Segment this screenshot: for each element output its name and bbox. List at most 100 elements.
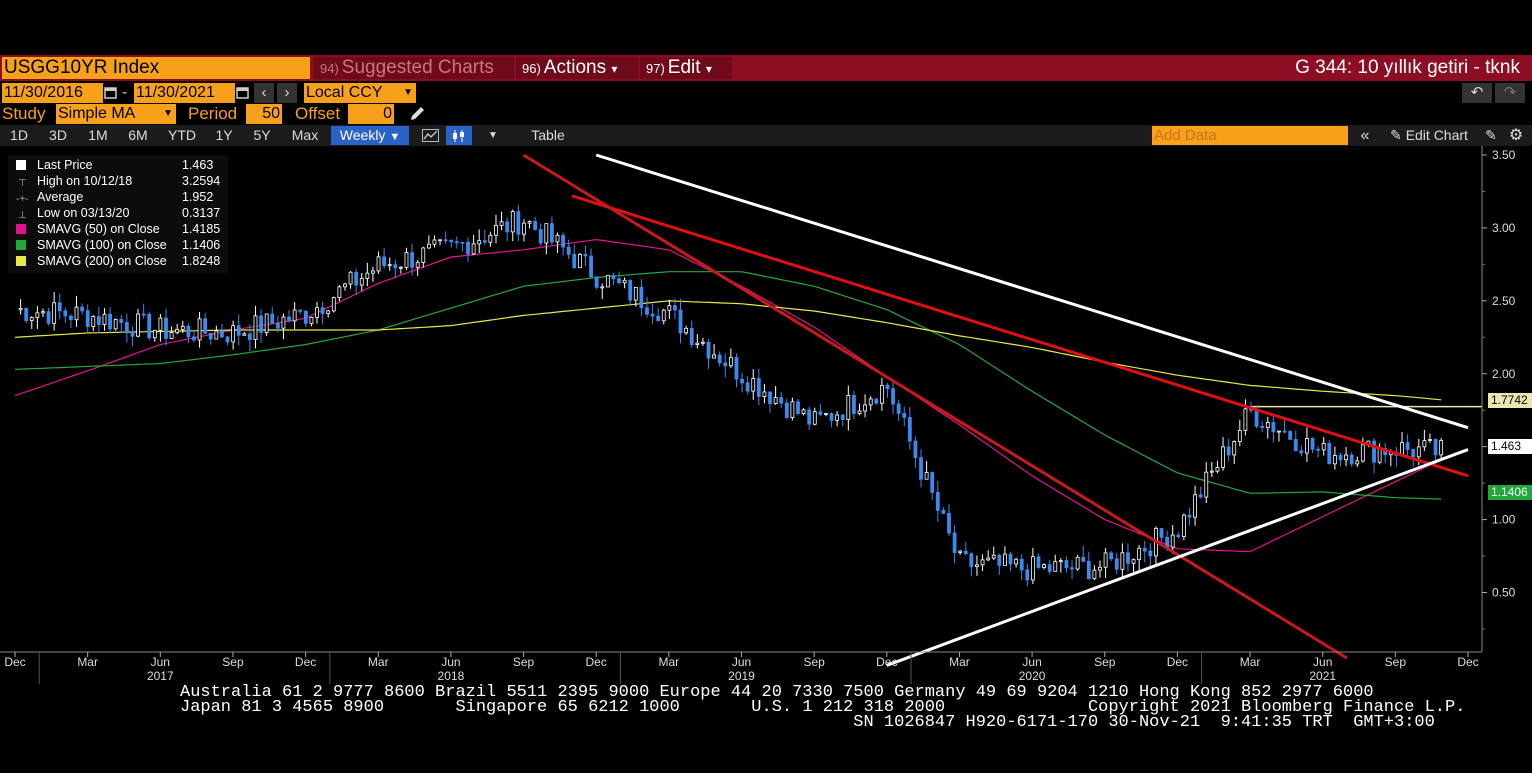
calendar-icon[interactable] — [236, 85, 250, 100]
candle-body — [1332, 455, 1337, 465]
redo-icon[interactable]: ↷ — [1495, 83, 1525, 103]
actions-menu[interactable]: 96) Actions ▾ — [516, 57, 638, 79]
candle-body — [404, 252, 409, 268]
legend-value: 3.2594 — [182, 174, 221, 188]
candle-body — [527, 221, 532, 224]
candle-body — [1260, 425, 1265, 428]
candle-body — [292, 309, 297, 322]
legend-label: SMAVG (100) on Close — [37, 238, 167, 252]
candle-body — [1053, 561, 1058, 572]
legend-value: 1.4185 — [182, 222, 221, 236]
chevron-right-icon[interactable]: › — [277, 83, 297, 103]
candle-body — [152, 329, 157, 339]
range-ytd-button[interactable]: YTD — [168, 127, 196, 143]
gear-icon[interactable]: ⚙ — [1508, 127, 1524, 144]
candle-body — [1411, 449, 1416, 458]
ticker-field[interactable]: USGG10YR Index — [2, 57, 310, 79]
high-marker-icon: ⊤ — [18, 178, 27, 189]
start-date-field[interactable]: 11/30/2016 — [2, 83, 103, 103]
candle-body — [449, 239, 454, 243]
low-marker-icon: ⊥ — [18, 210, 27, 221]
candle-body — [913, 440, 918, 459]
candle-body — [589, 255, 593, 278]
range-3d-button[interactable]: 3D — [49, 127, 67, 143]
interval-select[interactable]: Weekly ▼ — [331, 126, 409, 145]
offset-field[interactable]: 0 — [348, 104, 394, 124]
candle-body — [108, 313, 112, 330]
trendlines — [522, 153, 1469, 667]
end-date-field[interactable]: 11/30/2021 — [134, 83, 235, 103]
chevron-left-icon[interactable]: ‹ — [254, 83, 274, 103]
edit-chart-button[interactable]: ✎ Edit Chart — [1382, 126, 1476, 145]
candle-body — [74, 306, 79, 321]
edit-menu[interactable]: 97) Edit ▾ — [640, 57, 732, 79]
period-field[interactable]: 50 — [246, 104, 282, 124]
x-tick-label: Jun — [151, 655, 170, 669]
undo-icon[interactable]: ↶ — [1462, 83, 1492, 103]
range-1m-button[interactable]: 1M — [88, 127, 108, 143]
candle-body — [958, 550, 963, 553]
calendar-icon[interactable] — [104, 85, 118, 100]
chart-settings-icon[interactable]: ✎ — [1485, 127, 1497, 143]
x-tick-label: Mar — [368, 655, 389, 669]
candle-body — [52, 302, 57, 324]
candle-body — [231, 325, 236, 343]
period-label: Period — [188, 104, 238, 123]
candle-body — [824, 413, 828, 415]
candle-body — [1360, 444, 1365, 462]
candle-body — [1086, 560, 1091, 580]
menu-label: Suggested Charts — [341, 57, 494, 78]
contact-footer: Australia 61 2 9777 8600 Brazil 5511 239… — [180, 684, 1465, 731]
pencil-icon[interactable] — [408, 105, 426, 123]
candle-body — [438, 239, 442, 242]
candle-body — [919, 457, 923, 480]
x-tick-label: Jun — [1022, 655, 1041, 669]
candle-body — [1142, 547, 1147, 552]
candle-body — [102, 313, 107, 326]
candle-body — [281, 316, 286, 329]
menu-number: 94) — [320, 61, 339, 76]
suggested-charts-menu[interactable]: 94) Suggested Charts — [314, 57, 514, 79]
x-tick-label: Mar — [1240, 655, 1261, 669]
candle-body — [980, 559, 985, 566]
currency-select[interactable]: Local CCY ▼ — [304, 83, 416, 103]
chevron-down-icon[interactable]: ▼ — [488, 130, 498, 141]
candle-body — [510, 211, 515, 233]
collapse-icon[interactable]: « — [1360, 127, 1370, 144]
range-5y-button[interactable]: 5Y — [253, 127, 271, 143]
add-data-input[interactable]: Add Data — [1152, 126, 1348, 145]
candle-body — [1109, 552, 1114, 560]
trendline — [522, 153, 1348, 660]
candle-body — [550, 223, 554, 243]
price-chart[interactable]: 3.503.002.502.001.501.000.50DecMarJunSep… — [0, 146, 1532, 685]
range-6m-button[interactable]: 6M — [128, 127, 148, 143]
candlestick-icon[interactable] — [446, 126, 472, 145]
candle-body — [1243, 408, 1248, 431]
candle-body — [991, 554, 996, 559]
candle-body — [796, 401, 800, 414]
legend-entry: Last Price 1.463 — [8, 157, 228, 173]
y-tick-label: 0.50 — [1492, 586, 1516, 600]
candle-body — [393, 264, 398, 269]
candle-body — [1416, 446, 1421, 458]
range-1d-button[interactable]: 1D — [10, 127, 28, 143]
candle-body — [1114, 558, 1119, 570]
candle-body — [192, 336, 196, 341]
table-button[interactable]: Table — [531, 127, 565, 143]
candle-body — [885, 384, 890, 390]
legend-label: SMAVG (200) on Close — [37, 254, 167, 268]
candle-body — [1377, 448, 1382, 463]
candle-body — [1137, 547, 1142, 561]
candle-body — [1081, 556, 1086, 562]
range-max-button[interactable]: Max — [291, 127, 319, 143]
candle-body — [1025, 569, 1030, 581]
range-1y-button[interactable]: 1Y — [215, 127, 233, 143]
candle-body — [734, 356, 739, 380]
candle-body — [605, 275, 610, 288]
study-select[interactable]: Simple MA ▼ — [56, 104, 176, 124]
candle-body — [242, 333, 247, 336]
candle-body — [499, 221, 504, 226]
candle-body — [1338, 455, 1343, 461]
candle-body — [896, 403, 901, 414]
line-chart-icon[interactable] — [418, 126, 444, 145]
